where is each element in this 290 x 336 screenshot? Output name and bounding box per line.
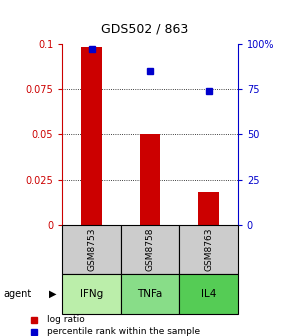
- Text: TNFa: TNFa: [137, 289, 163, 299]
- Bar: [198, 193, 219, 225]
- Bar: [121, 225, 179, 274]
- Bar: [179, 274, 238, 314]
- Text: GSM8763: GSM8763: [204, 228, 213, 271]
- Text: GSM8758: GSM8758: [146, 228, 155, 271]
- Bar: [81, 47, 102, 225]
- Text: ▶: ▶: [49, 289, 57, 299]
- Text: IFNg: IFNg: [80, 289, 103, 299]
- Bar: [140, 134, 160, 225]
- Bar: [62, 274, 121, 314]
- Text: GDS502 / 863: GDS502 / 863: [102, 22, 188, 35]
- Text: IL4: IL4: [201, 289, 216, 299]
- Text: agent: agent: [3, 289, 31, 299]
- Bar: [179, 225, 238, 274]
- Text: log ratio: log ratio: [47, 315, 84, 324]
- Bar: [121, 274, 179, 314]
- Bar: [62, 225, 121, 274]
- Text: GSM8753: GSM8753: [87, 228, 96, 271]
- Text: percentile rank within the sample: percentile rank within the sample: [47, 327, 200, 336]
